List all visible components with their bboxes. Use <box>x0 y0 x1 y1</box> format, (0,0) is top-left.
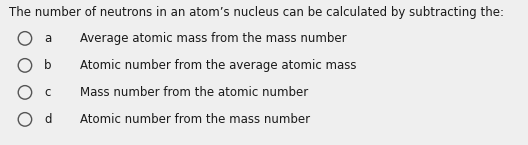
Text: Atomic number from the average atomic mass: Atomic number from the average atomic ma… <box>80 59 357 72</box>
Text: a: a <box>44 32 51 45</box>
Text: b: b <box>44 59 52 72</box>
Text: c: c <box>44 86 51 99</box>
Text: The number of neutrons in an atom’s nucleus can be calculated by subtracting the: The number of neutrons in an atom’s nucl… <box>10 6 504 19</box>
Text: Mass number from the atomic number: Mass number from the atomic number <box>80 86 308 99</box>
Text: Atomic number from the mass number: Atomic number from the mass number <box>80 113 310 126</box>
Text: Average atomic mass from the mass number: Average atomic mass from the mass number <box>80 32 347 45</box>
Text: d: d <box>44 113 52 126</box>
